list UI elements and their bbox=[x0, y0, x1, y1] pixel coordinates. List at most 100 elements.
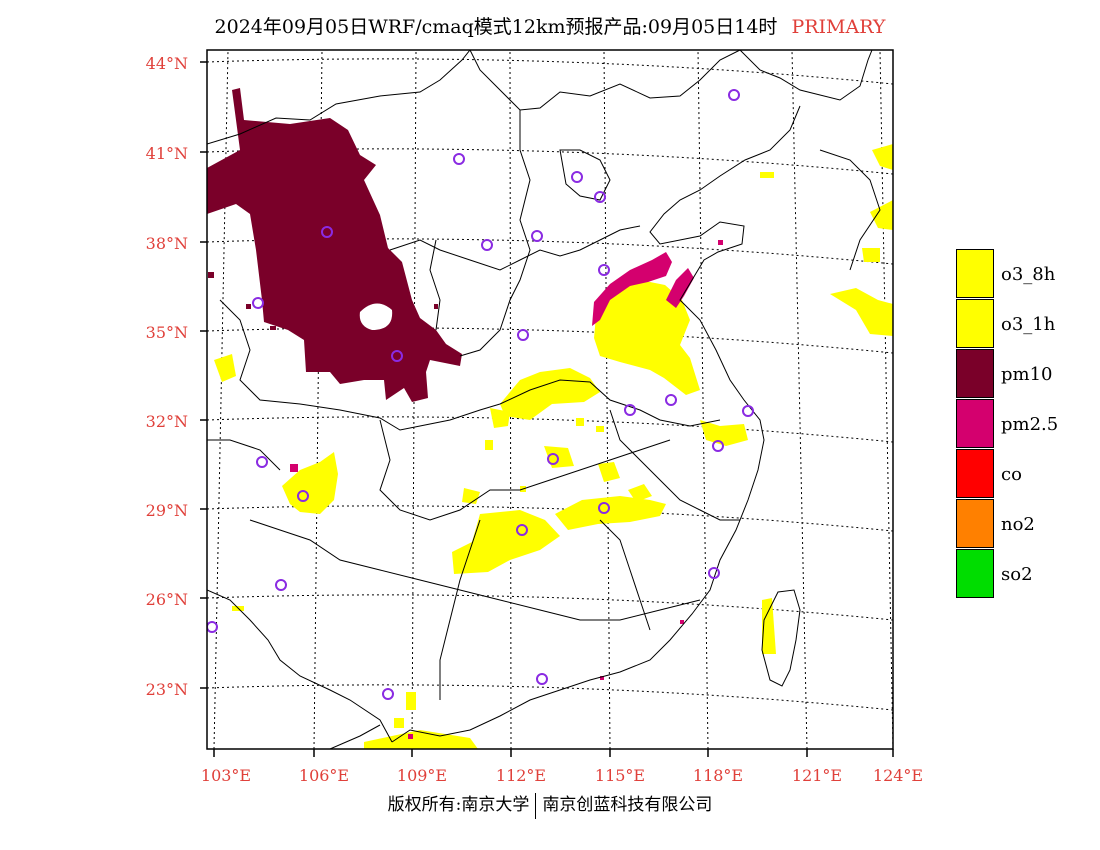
station-marker bbox=[297, 490, 309, 502]
station-marker bbox=[321, 226, 333, 238]
title-text: 2024年09月05日WRF/cmaq模式12km预报产品:09月05日14时 bbox=[214, 16, 778, 38]
pm10-region bbox=[207, 88, 462, 402]
lon-label-121: 121°E bbox=[791, 766, 843, 785]
lon-label-124: 124°E bbox=[872, 766, 924, 785]
pollutant-legend: o3_8h o3_1h pm10 pm2.5 co no2 so2 bbox=[956, 249, 1074, 599]
lat-label-29: 29°N bbox=[145, 501, 188, 520]
northeast-coast bbox=[739, 50, 873, 101]
province-line-6 bbox=[459, 110, 531, 357]
boundary-lines bbox=[207, 50, 881, 749]
province-line-7 bbox=[429, 239, 441, 331]
map-frame bbox=[206, 49, 894, 750]
province-line-8 bbox=[609, 409, 740, 521]
national-border-northeast bbox=[469, 50, 741, 111]
legend-swatch bbox=[956, 349, 994, 398]
legend-swatch bbox=[956, 249, 994, 298]
pm25-region bbox=[290, 240, 723, 739]
lat-label-41: 41°N bbox=[145, 144, 188, 163]
lat-label-35: 35°N bbox=[145, 323, 188, 342]
lon-label-109: 109°E bbox=[396, 766, 448, 785]
primary-tag: PRIMARY bbox=[791, 16, 886, 38]
lon-label-112: 112°E bbox=[495, 766, 547, 785]
station-marker bbox=[712, 440, 724, 452]
station-marker bbox=[598, 264, 610, 276]
station-marker bbox=[256, 456, 268, 468]
copyright-line: 版权所有:南京大学 南京创蓝科技有限公司 bbox=[0, 790, 1100, 819]
station-marker bbox=[708, 567, 720, 579]
lat-label-32: 32°N bbox=[145, 412, 188, 431]
lat-label-38: 38°N bbox=[145, 234, 188, 253]
legend-swatch bbox=[956, 549, 994, 598]
station-marker bbox=[207, 621, 218, 633]
copyright-left: 版权所有:南京大学 bbox=[387, 795, 530, 815]
station-marker bbox=[624, 404, 636, 416]
national-border-north bbox=[207, 50, 471, 145]
legend-swatch bbox=[956, 449, 994, 498]
axis-ticks bbox=[200, 61, 894, 757]
taiwan-outline bbox=[761, 589, 801, 687]
graticule bbox=[207, 50, 893, 749]
map-title: 2024年09月05日WRF/cmaq模式12km预报产品:09月05日14时 P… bbox=[0, 12, 1100, 39]
meridian-103 bbox=[213, 50, 229, 749]
station-marker bbox=[481, 239, 493, 251]
southwest-border bbox=[207, 589, 393, 743]
province-line-11 bbox=[207, 439, 281, 471]
lat-label-44: 44°N bbox=[145, 54, 188, 73]
province-line-10 bbox=[439, 519, 481, 700]
legend-swatch bbox=[956, 499, 994, 548]
station-marker bbox=[536, 673, 548, 685]
station-marker bbox=[382, 688, 394, 700]
beijing-boundary bbox=[559, 149, 611, 201]
legend-item-co: co bbox=[956, 449, 1074, 499]
legend-item-no2: no2 bbox=[956, 499, 1074, 549]
meridian-124 bbox=[879, 50, 893, 749]
copyright-separator bbox=[535, 792, 537, 819]
lon-label-118: 118°E bbox=[692, 766, 744, 785]
korea-outline bbox=[819, 149, 881, 271]
legend-label: pm10 bbox=[1001, 364, 1053, 385]
station-marker bbox=[665, 394, 677, 406]
coastline bbox=[391, 105, 801, 743]
station-marker bbox=[453, 153, 465, 165]
legend-swatch bbox=[956, 299, 994, 348]
lat-label-26: 26°N bbox=[145, 590, 188, 609]
meridian-106 bbox=[313, 50, 323, 749]
o3-region bbox=[214, 144, 893, 749]
meridian-118 bbox=[697, 50, 709, 749]
station-marker bbox=[517, 329, 529, 341]
meridian-109 bbox=[411, 50, 417, 749]
south-border bbox=[329, 724, 381, 749]
station-marker bbox=[547, 453, 559, 465]
province-line-4 bbox=[249, 519, 701, 621]
legend-item-o3-8h: o3_8h bbox=[956, 249, 1074, 299]
legend-item-so2: so2 bbox=[956, 549, 1074, 599]
province-line-2 bbox=[499, 379, 721, 427]
copyright-right: 南京创蓝科技有限公司 bbox=[542, 795, 713, 815]
legend-label: no2 bbox=[1001, 514, 1035, 535]
legend-label: o3_8h bbox=[1001, 264, 1056, 285]
station-marker bbox=[598, 502, 610, 514]
station-marker bbox=[594, 191, 606, 203]
lon-label-115: 115°E bbox=[594, 766, 646, 785]
station-marker bbox=[275, 579, 287, 591]
province-line-1 bbox=[219, 299, 501, 431]
legend-label: so2 bbox=[1001, 564, 1033, 585]
meridian-121 bbox=[791, 50, 808, 749]
lat-label-23: 23°N bbox=[145, 680, 188, 699]
station-markers bbox=[207, 89, 754, 700]
province-line-3 bbox=[379, 419, 671, 521]
station-marker bbox=[571, 171, 583, 183]
province-line-5 bbox=[389, 225, 641, 271]
station-marker bbox=[728, 89, 740, 101]
station-marker bbox=[391, 350, 403, 362]
station-marker bbox=[531, 230, 543, 242]
province-line-9 bbox=[599, 519, 651, 631]
station-marker bbox=[742, 405, 754, 417]
lon-label-106: 106°E bbox=[298, 766, 350, 785]
legend-label: o3_1h bbox=[1001, 314, 1056, 335]
legend-label: co bbox=[1001, 464, 1022, 485]
legend-item-o3-1h: o3_1h bbox=[956, 299, 1074, 349]
legend-label: pm2.5 bbox=[1001, 414, 1059, 435]
lon-label-103: 103°E bbox=[200, 766, 252, 785]
